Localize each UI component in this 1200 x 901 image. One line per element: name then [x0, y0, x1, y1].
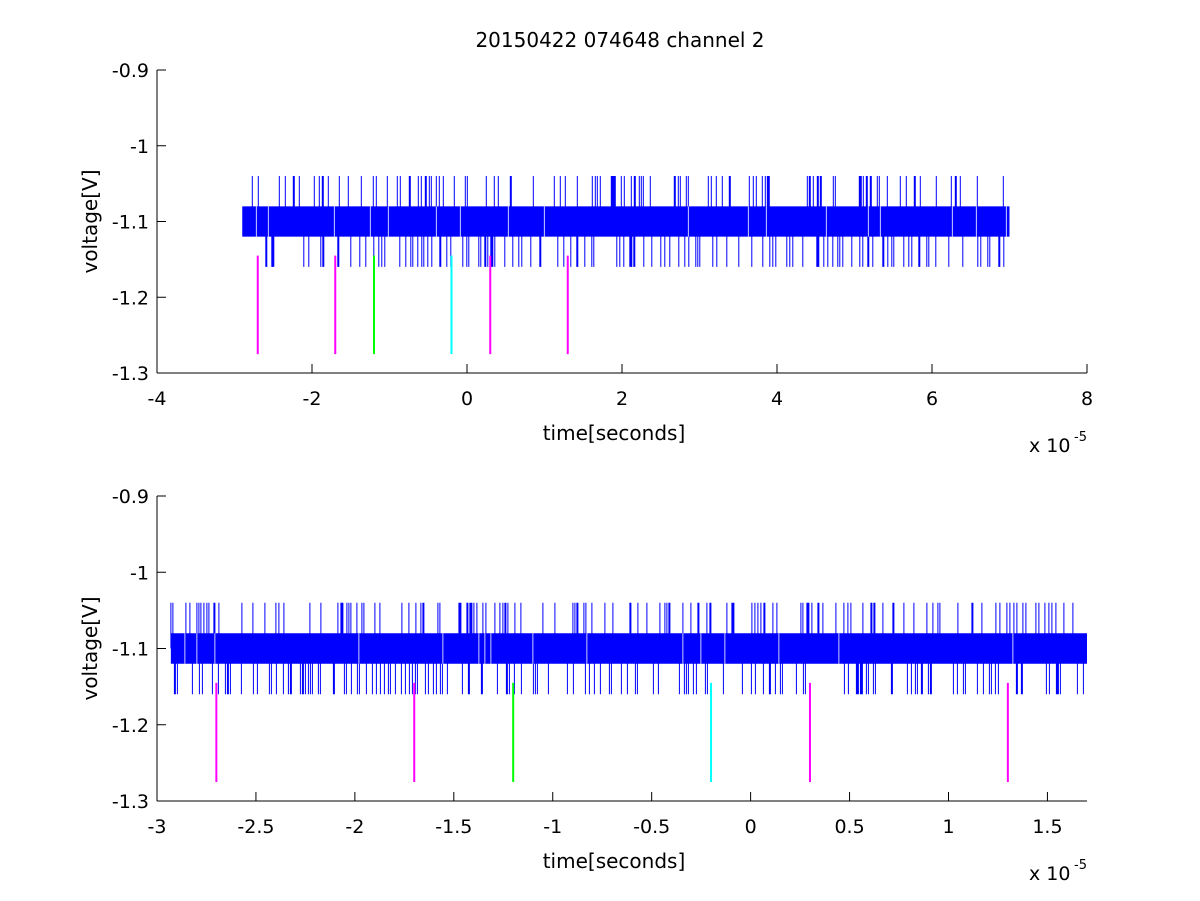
y-tick-label: -1.3 [112, 363, 149, 385]
x-tick-label: -2 [303, 388, 322, 410]
x-tick-label: 2 [616, 388, 628, 410]
axes: -4 -2 0 2 4 6 8 -1.3 -1.2 -1.1 -1 -0.9 [112, 60, 1093, 410]
x-tick-label: 1.5 [1032, 816, 1062, 838]
y-tick-label: -1.1 [112, 639, 149, 661]
y-tick-label: -1.1 [112, 212, 149, 234]
x-tick-label: 8 [1081, 388, 1093, 410]
x-scale-multiplier: x 10 -5 [1029, 430, 1087, 457]
x-tick-label: -1 [543, 816, 562, 838]
y-tick-label: -1.2 [112, 715, 149, 737]
y-axis-label: voltage[V] [78, 596, 102, 700]
signal-trace [242, 176, 1010, 267]
x-tick-label: 0.5 [834, 816, 864, 838]
x-multiplier-base: x 10 [1029, 435, 1070, 457]
signal-band-gaps [255, 206, 1007, 237]
x-axis-label: time[seconds] [543, 849, 686, 873]
bottom-panel: -3 -2.5 -2 -1.5 -1 -0.5 0 0.5 1 1.5 -1.3 -1.2 -1.1 -1… [78, 486, 1087, 885]
x-tick-label: 1 [942, 816, 954, 838]
signal-dense-band [242, 206, 1010, 237]
x-multiplier-exponent: -5 [1074, 430, 1087, 445]
x-multiplier-exponent: -5 [1074, 858, 1087, 873]
x-tick-label: -3 [148, 816, 167, 838]
x-tick-label: -2.5 [237, 816, 274, 838]
x-tick-label: 0 [745, 816, 757, 838]
y-axis-label: voltage[V] [78, 169, 102, 273]
x-tick-label: -0.5 [633, 816, 670, 838]
signal-spikes [251, 176, 1005, 267]
x-tick-label: -1.5 [435, 816, 472, 838]
x-tick-label: 6 [926, 388, 938, 410]
x-tick-label: 0 [461, 388, 473, 410]
x-tick-label: -4 [148, 388, 167, 410]
y-tick-label: -1 [130, 136, 149, 158]
y-tick-label: -1 [130, 562, 149, 584]
signal-band-gaps [184, 633, 1014, 664]
y-tick-label: -1.2 [112, 287, 149, 309]
y-tick-label: -1.3 [112, 791, 149, 813]
y-tick-label: -0.9 [112, 60, 149, 82]
signal-spikes [170, 602, 1084, 695]
x-tick-label: -2 [345, 816, 364, 838]
axes: -3 -2.5 -2 -1.5 -1 -0.5 0 0.5 1 1.5 -1.3 -1.2 -1.1 -1… [112, 486, 1087, 838]
x-multiplier-base: x 10 [1029, 863, 1070, 885]
top-panel: -4 -2 0 2 4 6 8 -1.3 -1.2 -1.1 -1 -0.9 time[seconds]… [78, 60, 1093, 457]
x-axis-label: time[seconds] [543, 421, 686, 445]
x-scale-multiplier: x 10 -5 [1029, 858, 1087, 885]
signal-trace [170, 602, 1087, 695]
signal-dense-band [170, 633, 1087, 664]
y-tick-label: -0.9 [112, 486, 149, 508]
x-tick-label: 4 [771, 388, 783, 410]
figure-title: 20150422 074648 channel 2 [475, 28, 764, 52]
